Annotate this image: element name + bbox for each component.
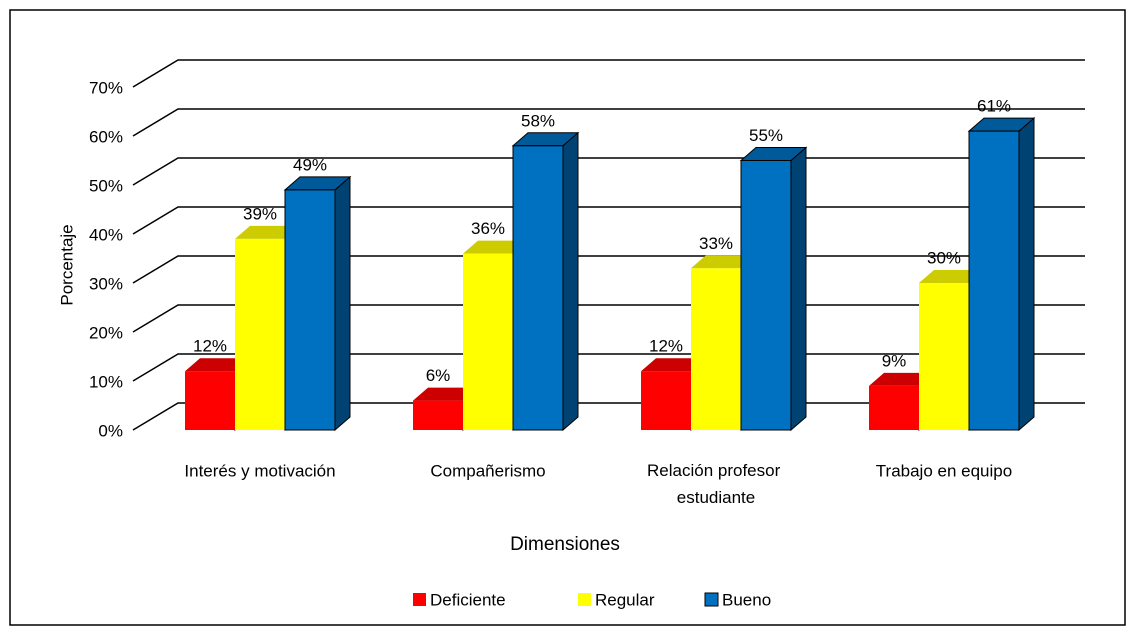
x-axis-title: Dimensiones [510,534,620,555]
bar-top [185,358,250,372]
y-tick-label: 60% [89,127,123,146]
y-tick-label: 40% [89,225,123,244]
y-tick-label: 20% [89,323,123,342]
legend-swatch [413,593,426,606]
data-label: 12% [649,337,683,356]
bar-front [512,145,564,431]
bar-front [691,268,741,430]
legend-swatch [578,593,591,606]
x-tick-label: Trabajo en equipo [876,461,1012,480]
bar-top [869,372,934,386]
data-label: 49% [293,155,327,174]
x-tick-label: Interés y motivación [184,461,335,480]
data-label: 12% [193,337,227,356]
bar-front [185,371,235,430]
data-label: 58% [521,111,555,130]
x-tick-label: Compañerismo [430,461,545,480]
grid-line [132,59,1085,88]
data-label: 30% [927,248,961,267]
data-label: 6% [426,366,451,385]
bar-front [869,385,919,430]
data-label: 36% [471,219,505,238]
y-axis-title: Porcentaje [57,224,76,305]
y-tick-label: 10% [89,372,123,391]
grid-line [132,108,1085,137]
legend-label: Bueno [722,590,771,609]
bar-front [284,189,336,431]
bar-front [235,238,285,430]
bar-front [463,253,513,430]
y-tick-label: 30% [89,274,123,293]
legend-swatch [704,592,719,607]
data-label: 33% [699,234,733,253]
bar-top [463,240,528,254]
bar-front [641,371,691,430]
bar [739,146,808,432]
legend-label: Deficiente [430,590,506,609]
bar-top [691,255,756,269]
y-tick-label: 50% [89,176,123,195]
bar-side [334,175,351,432]
bar-top [919,270,984,283]
bar-top [641,358,706,372]
bar-side [562,131,579,432]
bar-top [235,225,300,239]
bar [967,117,1036,432]
data-label: 39% [243,204,277,223]
bar-side [790,146,807,432]
y-tick-label: 70% [89,78,123,97]
y-tick-label: 0% [98,421,123,440]
bar-front [740,160,792,431]
bar [511,131,580,432]
bar-side [1018,117,1035,432]
bar-top [413,387,478,401]
bar-front [919,283,969,430]
data-label: 61% [977,97,1011,116]
x-tick-label-line: Relación profesor [647,461,785,480]
bar-front [968,130,1020,431]
data-label: 9% [882,351,907,370]
x-tick-label-line: estudiante [677,488,755,507]
x-tick-label: Relación profesor estudiante [647,461,785,507]
legend-label: Regular [595,590,655,609]
bar-front [413,400,463,430]
bar [283,175,352,432]
data-label: 55% [749,126,783,145]
